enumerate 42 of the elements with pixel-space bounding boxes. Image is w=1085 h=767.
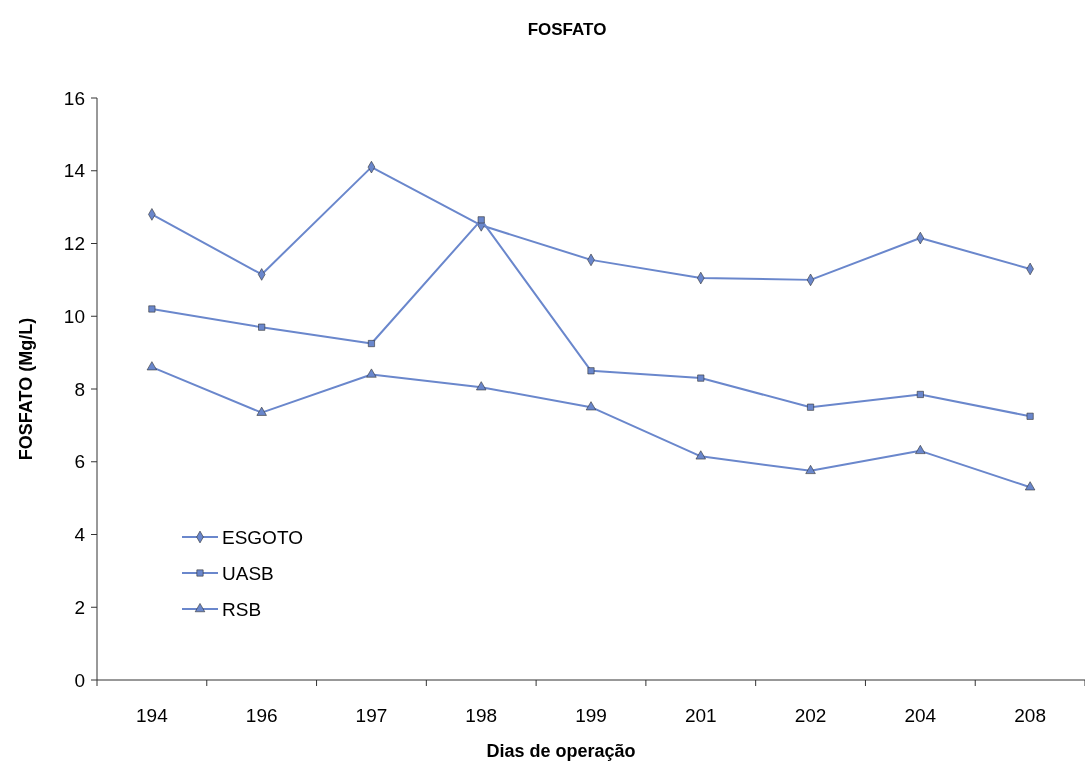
x-axis-title: Dias de operação bbox=[486, 741, 636, 761]
x-tick-label: 197 bbox=[355, 705, 388, 726]
point bbox=[146, 361, 157, 371]
point bbox=[697, 374, 705, 382]
legend-label: UASB bbox=[222, 562, 274, 584]
y-tick-label: 10 bbox=[63, 305, 85, 327]
y-axis-title: FOSFATO (Mg/L) bbox=[16, 317, 36, 461]
point bbox=[915, 444, 926, 454]
point bbox=[148, 305, 156, 313]
point bbox=[916, 390, 924, 398]
legend-label: RSB bbox=[222, 598, 262, 620]
x-tick-label: 199 bbox=[575, 705, 607, 726]
point bbox=[807, 403, 815, 411]
y-tick-label: 8 bbox=[74, 378, 85, 400]
point bbox=[367, 340, 375, 347]
y-tick-label: 2 bbox=[74, 596, 85, 618]
x-tick-label: 201 bbox=[684, 705, 717, 726]
y-tick-label: 4 bbox=[74, 524, 86, 546]
point bbox=[695, 450, 706, 460]
point bbox=[477, 216, 485, 224]
x-tick-label: 204 bbox=[904, 705, 937, 726]
point bbox=[366, 368, 377, 378]
chart-title: FOSFATO bbox=[527, 20, 607, 39]
point bbox=[256, 406, 267, 416]
x-tick-label: 196 bbox=[245, 705, 278, 726]
y-tick-label: 6 bbox=[74, 451, 85, 473]
y-tick-label: 0 bbox=[74, 669, 85, 691]
x-tick-label: 208 bbox=[1014, 705, 1046, 726]
point bbox=[476, 381, 487, 391]
point bbox=[585, 401, 597, 411]
point bbox=[805, 464, 816, 474]
x-tick-label: 198 bbox=[465, 705, 498, 726]
point bbox=[1026, 412, 1034, 420]
y-tick-label: 14 bbox=[63, 160, 86, 182]
y-tick-label: 12 bbox=[63, 233, 85, 255]
x-tick-label: 194 bbox=[136, 705, 169, 726]
x-tick-label: 202 bbox=[794, 705, 827, 726]
y-tick-label: 16 bbox=[63, 87, 85, 109]
legend-label: ESGOTO bbox=[222, 526, 303, 548]
point bbox=[258, 323, 266, 331]
point bbox=[587, 367, 595, 375]
point bbox=[1025, 481, 1036, 491]
